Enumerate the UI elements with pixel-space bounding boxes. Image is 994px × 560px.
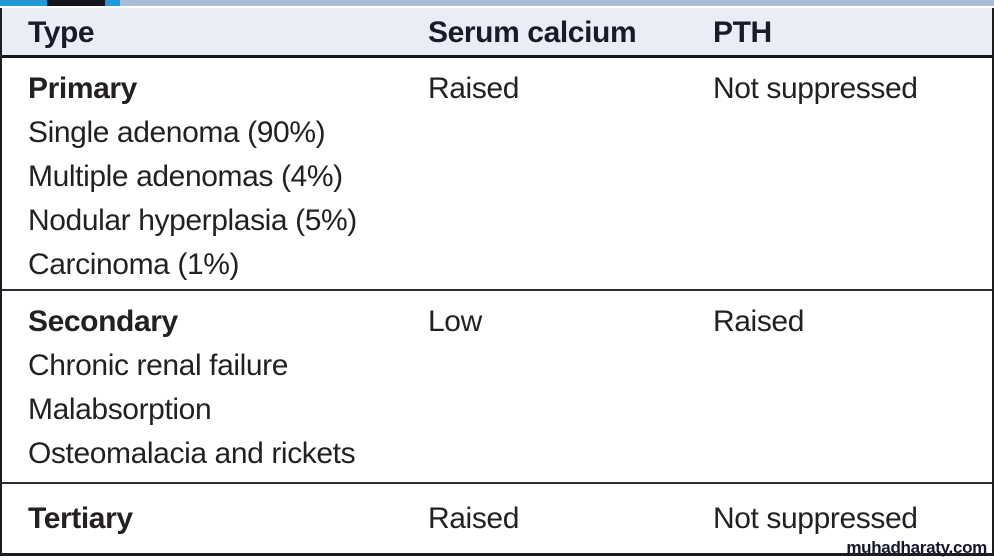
serum-calcium-value-primary: Raised (428, 72, 519, 105)
column-header-type: Type (28, 15, 95, 49)
type-detail: Multiple adenomas (4%) (28, 160, 343, 193)
strip-segment-dark (47, 0, 105, 6)
pth-value-primary: Not suppressed (713, 72, 918, 105)
strip-segment-steel (120, 0, 994, 6)
column-header-serum-calcium: Serum calcium (428, 15, 637, 49)
decorative-top-strip (0, 0, 994, 6)
type-detail: Osteomalacia and rickets (28, 437, 356, 470)
strip-segment-blue-left (0, 0, 47, 6)
type-detail: Nodular hyperplasia (5%) (28, 204, 357, 237)
hyperparathyroidism-table: Type Serum calcium PTH Primary Single ad… (0, 8, 994, 556)
table-row-tertiary: Tertiary Raised Not suppressed (2, 484, 992, 553)
pth-value-secondary: Raised (713, 305, 804, 338)
strip-segment-blue-mid (105, 0, 120, 6)
type-cell-primary: Primary Single adenoma (90%) Multiple ad… (2, 67, 428, 289)
type-detail: Chronic renal failure (28, 349, 289, 382)
table-header-row: Type Serum calcium PTH (2, 8, 992, 58)
type-detail: Malabsorption (28, 393, 212, 426)
pth-value-tertiary: Not suppressed (713, 502, 918, 535)
type-cell-secondary: Secondary Chronic renal failure Malabsor… (2, 300, 428, 482)
type-cell-tertiary: Tertiary (2, 497, 428, 553)
type-detail: Single adenoma (90%) (28, 116, 326, 149)
table-row-secondary: Secondary Chronic renal failure Malabsor… (2, 291, 992, 484)
type-detail: Carcinoma (1%) (28, 248, 240, 281)
serum-calcium-value-secondary: Low (428, 305, 482, 338)
watermark-text: muhadharaty.com (846, 538, 987, 557)
type-title-secondary: Secondary (28, 305, 178, 338)
serum-calcium-value-tertiary: Raised (428, 502, 519, 535)
type-title-primary: Primary (28, 72, 137, 105)
type-title-tertiary: Tertiary (28, 502, 133, 535)
column-header-pth: PTH (713, 15, 772, 49)
table-row-primary: Primary Single adenoma (90%) Multiple ad… (2, 58, 992, 291)
